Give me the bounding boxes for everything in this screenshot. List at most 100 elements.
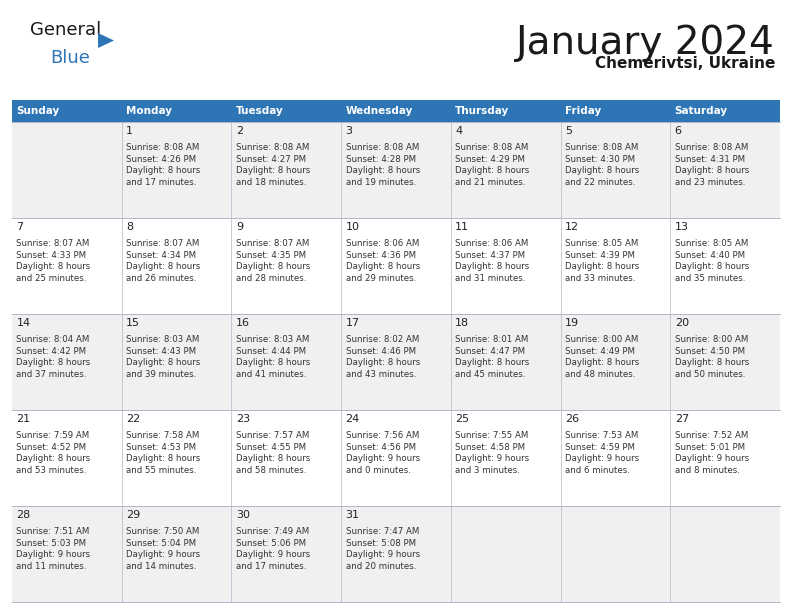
Text: Blue: Blue [50, 49, 89, 67]
Text: 8: 8 [126, 222, 133, 232]
Text: Daylight: 8 hours: Daylight: 8 hours [345, 358, 420, 367]
Text: Daylight: 8 hours: Daylight: 8 hours [675, 263, 749, 271]
Text: 3: 3 [345, 126, 352, 136]
Text: Daylight: 8 hours: Daylight: 8 hours [455, 263, 530, 271]
Text: and 41 minutes.: and 41 minutes. [236, 370, 307, 379]
Text: Sunset: 4:27 PM: Sunset: 4:27 PM [236, 155, 306, 164]
Text: Sunrise: 7:49 AM: Sunrise: 7:49 AM [236, 528, 309, 536]
Text: Sunset: 4:29 PM: Sunset: 4:29 PM [455, 155, 525, 164]
Text: Daylight: 8 hours: Daylight: 8 hours [345, 263, 420, 271]
Text: 18: 18 [455, 318, 470, 328]
Text: Sunrise: 8:08 AM: Sunrise: 8:08 AM [126, 143, 200, 152]
Text: Saturday: Saturday [675, 106, 728, 116]
Text: Daylight: 8 hours: Daylight: 8 hours [565, 263, 639, 271]
Bar [451, 100, 561, 122]
Text: Daylight: 9 hours: Daylight: 9 hours [455, 454, 529, 463]
Text: Daylight: 9 hours: Daylight: 9 hours [345, 454, 420, 463]
Text: Sunset: 4:44 PM: Sunset: 4:44 PM [236, 347, 306, 356]
Text: Daylight: 8 hours: Daylight: 8 hours [17, 454, 90, 463]
Text: Sunrise: 8:01 AM: Sunrise: 8:01 AM [455, 335, 528, 344]
Text: Daylight: 9 hours: Daylight: 9 hours [565, 454, 639, 463]
Text: Sunrise: 8:04 AM: Sunrise: 8:04 AM [17, 335, 89, 344]
Text: Sunrise: 7:55 AM: Sunrise: 7:55 AM [455, 431, 528, 440]
Text: Sunrise: 7:52 AM: Sunrise: 7:52 AM [675, 431, 748, 440]
Text: and 53 minutes.: and 53 minutes. [17, 466, 87, 475]
Text: Sunset: 4:37 PM: Sunset: 4:37 PM [455, 251, 525, 259]
Text: 24: 24 [345, 414, 360, 424]
Text: Daylight: 8 hours: Daylight: 8 hours [345, 166, 420, 175]
Text: 17: 17 [345, 318, 360, 328]
Text: Sunset: 4:50 PM: Sunset: 4:50 PM [675, 347, 744, 356]
Text: 30: 30 [236, 510, 249, 520]
Text: Wednesday: Wednesday [345, 106, 413, 116]
Text: Sunday: Sunday [17, 106, 59, 116]
Text: Daylight: 9 hours: Daylight: 9 hours [345, 550, 420, 559]
Polygon shape [98, 33, 114, 48]
Text: and 35 minutes.: and 35 minutes. [675, 274, 745, 283]
Text: and 31 minutes.: and 31 minutes. [455, 274, 526, 283]
Text: Sunrise: 8:00 AM: Sunrise: 8:00 AM [565, 335, 638, 344]
Text: Sunset: 4:58 PM: Sunset: 4:58 PM [455, 442, 525, 452]
Text: Chemerivtsi, Ukraine: Chemerivtsi, Ukraine [595, 56, 775, 71]
Text: Sunrise: 8:07 AM: Sunrise: 8:07 AM [126, 239, 200, 248]
Text: Daylight: 8 hours: Daylight: 8 hours [455, 358, 530, 367]
Text: 21: 21 [17, 414, 31, 424]
Text: Sunset: 4:56 PM: Sunset: 4:56 PM [345, 442, 416, 452]
Text: Sunrise: 8:03 AM: Sunrise: 8:03 AM [126, 335, 200, 344]
Text: 12: 12 [565, 222, 579, 232]
Text: 29: 29 [126, 510, 140, 520]
Text: and 6 minutes.: and 6 minutes. [565, 466, 630, 475]
Bar [341, 100, 451, 122]
Text: Daylight: 8 hours: Daylight: 8 hours [126, 358, 200, 367]
Text: and 45 minutes.: and 45 minutes. [455, 370, 526, 379]
Text: Daylight: 8 hours: Daylight: 8 hours [126, 166, 200, 175]
Text: 5: 5 [565, 126, 572, 136]
Bar [561, 100, 670, 122]
Text: Sunrise: 8:07 AM: Sunrise: 8:07 AM [236, 239, 309, 248]
Text: Sunrise: 8:06 AM: Sunrise: 8:06 AM [455, 239, 528, 248]
Text: and 17 minutes.: and 17 minutes. [236, 562, 307, 571]
Text: Sunrise: 8:05 AM: Sunrise: 8:05 AM [565, 239, 638, 248]
Text: Thursday: Thursday [455, 106, 509, 116]
Text: Daylight: 8 hours: Daylight: 8 hours [236, 454, 310, 463]
Text: Tuesday: Tuesday [236, 106, 284, 116]
Text: 27: 27 [675, 414, 689, 424]
Text: and 17 minutes.: and 17 minutes. [126, 177, 196, 187]
Text: Daylight: 9 hours: Daylight: 9 hours [126, 550, 200, 559]
Text: and 18 minutes.: and 18 minutes. [236, 177, 307, 187]
Text: Sunrise: 8:08 AM: Sunrise: 8:08 AM [565, 143, 638, 152]
Text: Sunset: 4:47 PM: Sunset: 4:47 PM [455, 347, 525, 356]
Text: and 25 minutes.: and 25 minutes. [17, 274, 87, 283]
Text: 22: 22 [126, 414, 140, 424]
Text: Daylight: 9 hours: Daylight: 9 hours [236, 550, 310, 559]
Text: Sunrise: 7:56 AM: Sunrise: 7:56 AM [345, 431, 419, 440]
Text: Sunset: 4:40 PM: Sunset: 4:40 PM [675, 251, 744, 259]
Text: and 37 minutes.: and 37 minutes. [17, 370, 87, 379]
Text: Sunset: 4:28 PM: Sunset: 4:28 PM [345, 155, 416, 164]
Text: Sunrise: 7:51 AM: Sunrise: 7:51 AM [17, 528, 89, 536]
Text: and 23 minutes.: and 23 minutes. [675, 177, 745, 187]
Bar [12, 410, 780, 506]
Text: Sunset: 4:53 PM: Sunset: 4:53 PM [126, 442, 196, 452]
Text: 23: 23 [236, 414, 250, 424]
Bar [231, 100, 341, 122]
Text: Daylight: 8 hours: Daylight: 8 hours [236, 263, 310, 271]
Text: Daylight: 8 hours: Daylight: 8 hours [675, 166, 749, 175]
Text: and 20 minutes.: and 20 minutes. [345, 562, 416, 571]
Text: Monday: Monday [126, 106, 172, 116]
Text: and 50 minutes.: and 50 minutes. [675, 370, 745, 379]
Bar [12, 218, 780, 314]
Text: Daylight: 8 hours: Daylight: 8 hours [126, 263, 200, 271]
Text: Daylight: 9 hours: Daylight: 9 hours [675, 454, 748, 463]
Bar [12, 122, 780, 218]
Text: Friday: Friday [565, 106, 601, 116]
Text: 7: 7 [17, 222, 24, 232]
Text: and 14 minutes.: and 14 minutes. [126, 562, 196, 571]
Text: 10: 10 [345, 222, 360, 232]
Text: Daylight: 8 hours: Daylight: 8 hours [565, 166, 639, 175]
Text: and 39 minutes.: and 39 minutes. [126, 370, 196, 379]
Text: 26: 26 [565, 414, 579, 424]
Text: Sunset: 4:35 PM: Sunset: 4:35 PM [236, 251, 306, 259]
Text: Sunset: 4:49 PM: Sunset: 4:49 PM [565, 347, 635, 356]
Text: Sunset: 5:04 PM: Sunset: 5:04 PM [126, 539, 196, 548]
